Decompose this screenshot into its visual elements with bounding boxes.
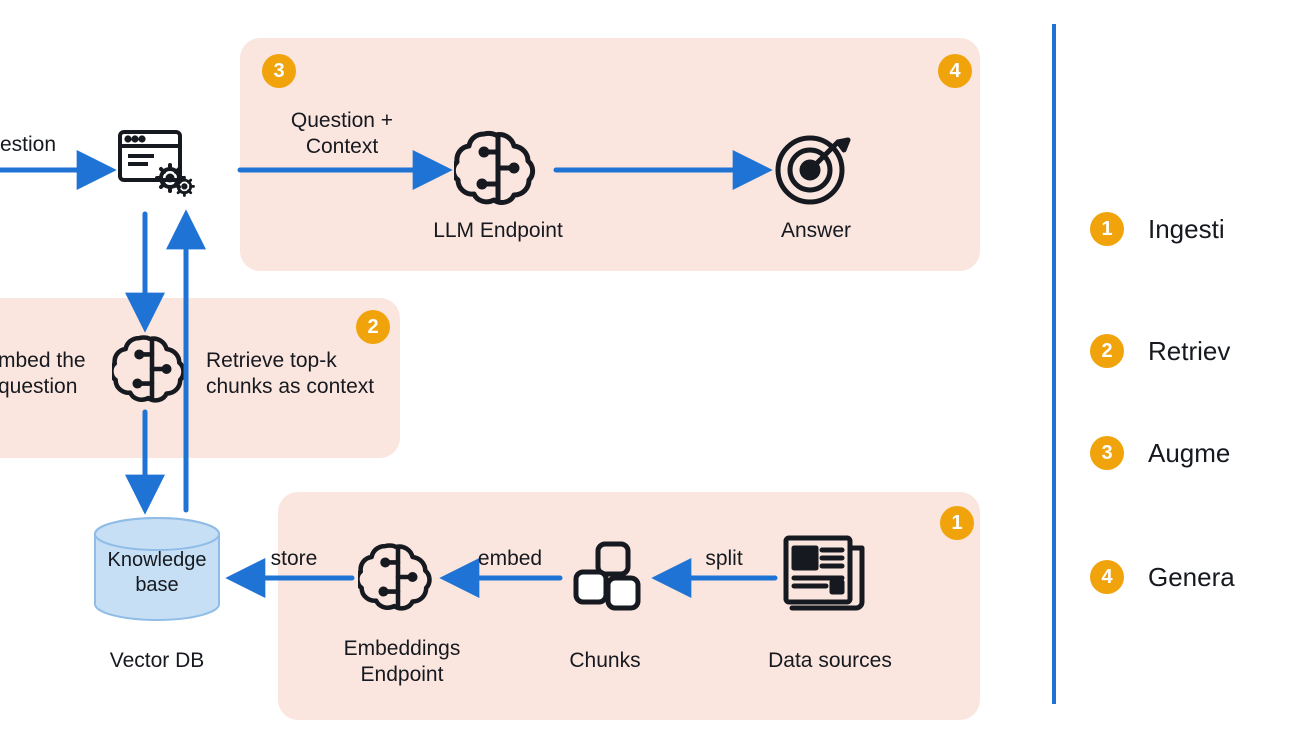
llm-brain-icon: [454, 128, 542, 208]
legend-divider: [1052, 24, 1056, 704]
badge-3: 3: [262, 54, 296, 88]
badge-2: 2: [356, 310, 390, 344]
label-retrieve-topk: Retrieve top-k chunks as context: [206, 348, 396, 401]
kb-label-top: Knowledge base: [102, 548, 212, 598]
legend-text-3: Augme: [1148, 438, 1230, 469]
legend-badge-1: 1: [1090, 212, 1124, 246]
legend-badge-3: 3: [1090, 436, 1124, 470]
label-llm: LLM Endpoint: [428, 218, 568, 244]
badge-1: 1: [940, 506, 974, 540]
label-split: split: [694, 546, 754, 572]
badge-4: 4: [938, 54, 972, 88]
label-question-in: estion: [0, 132, 72, 158]
legend-badge-4: 4: [1090, 560, 1124, 594]
label-question-context: Question + Context: [262, 108, 422, 161]
legend-text-1: Ingesti: [1148, 214, 1225, 245]
badge-4-num: 4: [949, 60, 960, 83]
orchestrator-icon: [118, 130, 196, 202]
data-sources-newspaper-icon: [782, 534, 866, 612]
diagram-stage: 3 4 2 1 Knowledge base Vector DB: [0, 0, 1300, 731]
answer-target-icon: [772, 128, 852, 208]
legend-text-4: Genera: [1148, 562, 1235, 593]
label-embed-question: mbed the question: [0, 348, 108, 401]
legend-badge-2: 2: [1090, 334, 1124, 368]
label-store: store: [264, 546, 324, 572]
label-answer: Answer: [776, 218, 856, 244]
embeddings-endpoint-brain-icon: [358, 540, 438, 614]
badge-3-num: 3: [273, 60, 284, 83]
legend-item-3: 3 Augme: [1090, 436, 1230, 470]
label-embed: embed: [470, 546, 550, 572]
label-chunks: Chunks: [560, 648, 650, 674]
legend-item-4: 4 Genera: [1090, 560, 1235, 594]
chunks-icon: [568, 540, 646, 614]
legend-text-2: Retriev: [1148, 336, 1230, 367]
legend-item-1: 1 Ingesti: [1090, 212, 1225, 246]
label-data-sources: Data sources: [760, 648, 900, 674]
embed-question-brain-icon: [112, 332, 192, 406]
kb-label-bottom: Vector DB: [100, 648, 214, 674]
label-embeddings-endpoint: Embeddings Endpoint: [332, 636, 472, 689]
legend-item-2: 2 Retriev: [1090, 334, 1230, 368]
badge-2-num: 2: [367, 316, 378, 339]
badge-1-num: 1: [951, 512, 962, 535]
